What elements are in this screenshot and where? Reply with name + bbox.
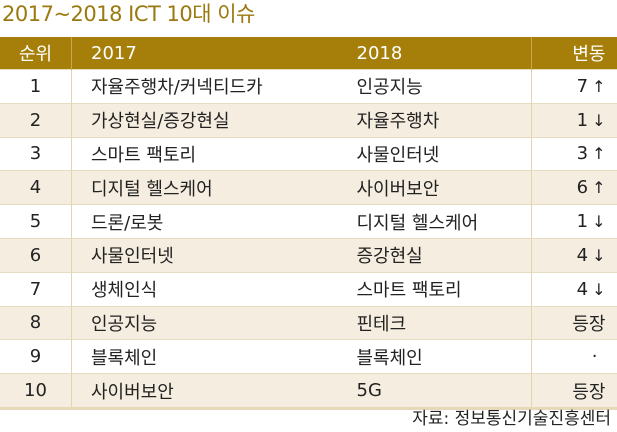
table-row: 5 드론/로봇 디지털 헬스케어 1 ↓ [0, 204, 617, 239]
table-row: 8 인공지능 핀테크 등장 [0, 305, 617, 340]
change-cell: 4 ↓ [531, 271, 617, 307]
table-row: 1 자율주행차/커넥티드카 인공지능 7 ↑ [0, 69, 617, 104]
change-cell: 4 ↓ [531, 237, 617, 273]
issue-2017-cell: 가상현실/증강현실 [71, 102, 334, 138]
change-value: 등장 [572, 381, 606, 403]
table-row: 2 가상현실/증강현실 자율주행차 1 ↓ [0, 102, 617, 138]
rank-cell: 1 [0, 69, 72, 104]
change-value: 4 [576, 278, 589, 300]
rank-cell: 6 [0, 237, 72, 273]
change-value: 6 [576, 177, 589, 199]
issue-2017-cell: 드론/로봇 [71, 204, 334, 239]
arrow-down-icon: ↓ [592, 245, 606, 265]
header-change: 변동 [531, 37, 617, 70]
rank-cell: 9 [0, 339, 72, 374]
rank-cell: 5 [0, 204, 72, 239]
change-value: 7 [576, 75, 589, 97]
change-cell: 3 ↑ [531, 136, 617, 171]
issue-2017-cell: 스마트 팩토리 [71, 136, 334, 171]
source-note: 자료: 정보통신기술진흥센터 [412, 409, 611, 429]
arrow-up-icon: ↑ [592, 144, 606, 164]
header-2017: 2017 [71, 37, 334, 70]
change-value: · [591, 346, 598, 368]
table-row: 7 생체인식 스마트 팩토리 4 ↓ [0, 271, 617, 307]
issue-2018-cell: 인공지능 [333, 69, 532, 104]
issue-2018-cell: 자율주행차 [333, 102, 532, 138]
issue-2018-cell: 사이버보안 [333, 170, 532, 205]
table-row: 10 사이버보안 5G 등장 [0, 373, 617, 410]
table-row: 6 사물인터넷 증강현실 4 ↓ [0, 237, 617, 273]
issue-2017-cell: 블록체인 [71, 339, 334, 374]
change-value: 3 [576, 143, 589, 165]
change-value: 4 [576, 244, 589, 266]
issue-2018-cell: 사물인터넷 [333, 136, 532, 171]
issue-2018-cell: 블록체인 [333, 339, 532, 374]
issue-2017-cell: 사이버보안 [71, 373, 334, 410]
change-cell: · [531, 339, 617, 374]
arrow-down-icon: ↓ [592, 110, 606, 130]
arrow-down-icon: ↓ [592, 279, 606, 299]
table-row: 9 블록체인 블록체인 · [0, 339, 617, 374]
change-cell: 등장 [531, 373, 617, 410]
issue-2017-cell: 인공지능 [71, 305, 334, 340]
change-cell: 등장 [531, 305, 617, 340]
issue-2018-cell: 5G [333, 373, 532, 410]
rank-cell: 3 [0, 136, 72, 171]
arrow-up-icon: ↑ [592, 76, 606, 96]
rank-cell: 7 [0, 271, 72, 307]
rank-cell: 10 [0, 373, 72, 410]
change-value: 1 [576, 109, 589, 131]
table-row: 3 스마트 팩토리 사물인터넷 3 ↑ [0, 136, 617, 171]
issue-2018-cell: 스마트 팩토리 [333, 271, 532, 307]
arrow-up-icon: ↑ [592, 178, 606, 198]
change-cell: 6 ↑ [531, 170, 617, 205]
change-value: 등장 [572, 313, 606, 335]
table-header-row: 순위 2017 2018 변동 [0, 37, 617, 70]
issue-2017-cell: 자율주행차/커넥티드카 [71, 69, 334, 104]
header-rank: 순위 [0, 37, 72, 70]
issue-2018-cell: 디지털 헬스케어 [333, 204, 532, 239]
ict-issues-table: 순위 2017 2018 변동 1 자율주행차/커넥티드카 인공지능 7 ↑ 2 … [0, 37, 617, 410]
issue-2018-cell: 핀테크 [333, 305, 532, 340]
page-title: 2017~2018 ICT 10대 이슈 [2, 2, 255, 26]
rank-cell: 4 [0, 170, 72, 205]
change-cell: 1 ↓ [531, 204, 617, 239]
rank-cell: 8 [0, 305, 72, 340]
arrow-down-icon: ↓ [592, 212, 606, 232]
change-cell: 7 ↑ [531, 69, 617, 104]
issue-2018-cell: 증강현실 [333, 237, 532, 273]
issue-2017-cell: 디지털 헬스케어 [71, 170, 334, 205]
issue-2017-cell: 생체인식 [71, 271, 334, 307]
table-row: 4 디지털 헬스케어 사이버보안 6 ↑ [0, 170, 617, 205]
header-2018: 2018 [333, 37, 532, 70]
rank-cell: 2 [0, 102, 72, 138]
change-value: 1 [576, 211, 589, 233]
change-cell: 1 ↓ [531, 102, 617, 138]
issue-2017-cell: 사물인터넷 [71, 237, 334, 273]
